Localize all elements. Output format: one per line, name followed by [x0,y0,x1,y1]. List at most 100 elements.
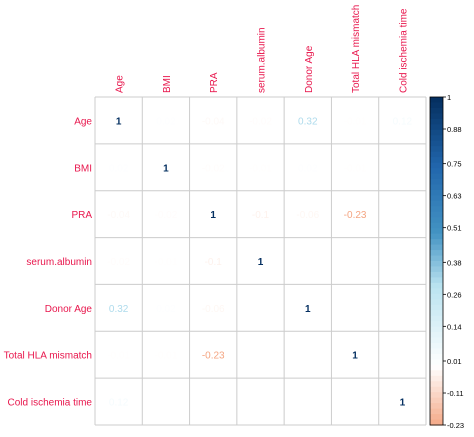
cell-value: -0.02 [155,210,178,221]
heatmap-cell [96,332,142,378]
heatmap-cell [237,285,284,331]
colorbar-segment [430,315,443,322]
colorbar-tick-label: -0.11 [447,389,464,398]
heatmap-cell [237,98,284,143]
cell-value: 1 [305,304,311,315]
row-label: PRA [71,210,92,221]
row-label: Age [74,116,92,127]
colorbar-segment [430,102,443,109]
cell-value: 1 [210,210,216,221]
colorbar-segment [430,118,443,125]
column-label: Cold ischemia time [398,8,409,93]
heatmap-cell [190,191,236,237]
heatmap-cells [96,98,425,424]
heatmap-cell [237,191,284,237]
heatmap-cell [332,379,378,424]
column-label: BMI [162,75,173,93]
heatmap-cell [190,238,236,284]
colorbar-segment [430,244,443,251]
heatmap-cell [379,379,425,424]
cell-value: 0.02 [109,163,129,174]
colorbar-segment [430,343,443,350]
heatmap-cell [285,238,331,284]
cell-value: 1 [258,257,264,268]
heatmap-cell [143,285,189,331]
heatmap-cell [190,379,236,424]
colorbar-tick-label: 0.51 [447,224,462,233]
colorbar-tick-label: 0.01 [447,357,462,366]
colorbar-segment [430,271,443,278]
heatmap-cell [332,332,378,378]
row-label: Cold ischemia time [8,398,93,409]
colorbar-segment [430,255,443,262]
cell-value: 1 [400,398,406,409]
column-label: PRA [209,72,220,93]
colorbar-segment [430,261,443,268]
heatmap-cell [332,191,378,237]
colorbar-segment [430,217,443,224]
cell-value: -0.06 [296,210,319,221]
column-labels: Age BMI PRA serum.albumin Donor Age Total HLA… [115,5,410,93]
colorbar-segment [430,375,443,382]
colorbar-segment [430,206,443,213]
colorbar-segment [430,397,443,404]
cell-value: 0.02 [156,116,176,127]
heatmap-cell [285,285,331,331]
colorbar-segment [430,321,443,328]
colorbar-segment [430,239,443,246]
colorbar-segment [430,157,443,164]
heatmap-cell [96,379,142,424]
heatmap-cell [143,332,189,378]
heatmap-grid [94,96,427,426]
heatmap-cell [96,238,142,284]
colorbar-segment [430,107,443,114]
heatmap-cell [190,98,236,143]
heatmap-cell [143,379,189,424]
row-label: BMI [74,163,92,174]
cell-value: -0.02 [249,116,272,127]
colorbar-segment [430,184,443,191]
heatmap-cell [190,285,236,331]
heatmap-cell [285,191,331,237]
heatmap-cell [379,144,425,190]
column-label: Donor Age [304,45,315,93]
colorbar-segment [430,353,443,360]
colorbar-segment [430,364,443,371]
cell-value: -0.04 [202,116,225,127]
colorbar-segment [430,310,443,317]
colorbar-segment [430,381,443,388]
heatmap-cell [190,332,236,378]
cell-value: -0.04 [107,210,130,221]
cell-value: -0.06 [202,304,225,315]
colorbar-segment [430,113,443,120]
colorbar-tick-label: 0.75 [447,160,462,169]
colorbar-segment [430,151,443,158]
cell-value: -0.01 [155,257,178,268]
row-label: serum.albumin [26,257,92,268]
cell-value: -0.01 [249,163,272,174]
heatmap-cell [143,144,189,190]
colorbar-tick-label: 1 [447,93,451,102]
cell-value: 1 [116,116,122,127]
heatmap-cell [379,191,425,237]
colorbar-segment [430,189,443,196]
cell-value: -0.23 [344,210,367,221]
heatmap-cell [332,144,378,190]
heatmap-cell [285,332,331,378]
colorbar-segment [430,370,443,377]
heatmap-cell [96,98,142,143]
column-label: Total HLA mismatch [351,5,362,93]
heatmap-cell [96,191,142,237]
colorbar-segment [430,222,443,229]
cell-value: -0.23 [202,351,225,362]
colorbar-segment [430,288,443,295]
cell-value: 1 [163,163,169,174]
cell-value: -0.02 [107,257,130,268]
colorbar-segment [430,266,443,273]
heatmap-cell [237,144,284,190]
colorbar-segment [430,332,443,339]
column-label: serum.albumin [257,27,268,93]
heatmap-cell [285,379,331,424]
cell-value: -0.02 [202,163,225,174]
